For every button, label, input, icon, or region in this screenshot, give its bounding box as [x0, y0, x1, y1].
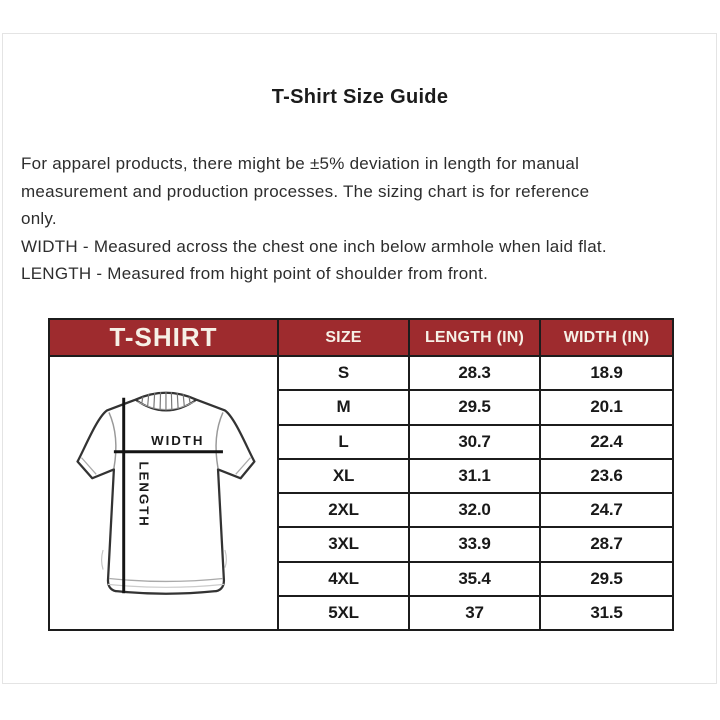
cell-width: 18.9 — [539, 354, 674, 392]
table-row: M 29.5 20.1 — [49, 389, 674, 426]
sleeve-hem-right — [235, 457, 251, 475]
tshirt-diagram-icon: WIDTH LENGTH — [76, 391, 256, 595]
table-row: 5XL 37 31.5 — [49, 594, 674, 632]
note-line: measurement and production processes. Th… — [21, 181, 590, 201]
sleeve-hem-left — [80, 457, 97, 475]
cell-length: 35.4 — [408, 560, 541, 597]
cell-size: XL — [277, 457, 410, 495]
note-line: LENGTH - Measured from hight point of sh… — [21, 264, 489, 283]
cell-width: 20.1 — [539, 389, 674, 426]
cell-width: 22.4 — [539, 423, 674, 460]
cell-size: L — [277, 423, 410, 460]
cell-size: 2XL — [277, 491, 410, 529]
cell-width: 24.7 — [539, 491, 674, 529]
column-header-size: SIZE — [277, 318, 410, 357]
sizing-notes: For apparel products, there might be ±5%… — [21, 150, 711, 288]
column-header-length: LENGTH (IN) — [408, 318, 541, 357]
table-row: XL 31.1 23.6 — [49, 457, 674, 495]
cell-length: 32.0 — [408, 491, 541, 529]
cell-length: 29.5 — [408, 389, 541, 426]
hem-stitch-lower — [107, 583, 224, 588]
cell-size: M — [277, 389, 410, 426]
note-line: WIDTH - Measured across the chest one in… — [21, 236, 607, 256]
cell-size: 4XL — [277, 560, 410, 597]
armhole-seam-right — [215, 412, 224, 469]
hem-stitch-upper — [108, 577, 224, 583]
size-chart-table: T-SHIRT SIZE LENGTH (IN) WIDTH (IN) — [48, 318, 674, 632]
collar-hatching — [141, 391, 191, 411]
wrinkle-left — [101, 549, 104, 570]
table-row: 2XL 32.0 24.7 — [49, 491, 674, 529]
cell-length: 28.3 — [408, 354, 541, 392]
note-line: For apparel products, there might be ±5%… — [21, 154, 580, 173]
page-title: T-Shirt Size Guide — [271, 86, 449, 108]
table-row: 3XL 33.9 28.7 — [49, 526, 674, 563]
cell-size: S — [277, 354, 410, 392]
cell-width: 31.5 — [539, 594, 674, 632]
armhole-seam-left — [108, 412, 117, 469]
tshirt-diagram-cell: WIDTH LENGTH — [48, 355, 279, 631]
cell-length: 33.9 — [408, 526, 541, 563]
tshirt-outline — [76, 391, 256, 595]
cell-length: 37 — [408, 594, 541, 632]
note-line: only. — [21, 209, 57, 228]
column-header-width: WIDTH (IN) — [539, 318, 674, 357]
cell-length: 31.1 — [408, 457, 541, 495]
cell-width: 23.6 — [539, 457, 674, 495]
cell-size: 3XL — [277, 526, 410, 563]
table-row: 4XL 35.4 29.5 — [49, 560, 674, 597]
cell-width: 28.7 — [539, 526, 674, 563]
wrinkle-right — [224, 549, 227, 568]
table-row: WIDTH LENGTH S 28.3 18.9 — [48, 354, 674, 631]
cell-length: 30.7 — [408, 423, 541, 460]
width-label: WIDTH — [151, 433, 204, 448]
product-header-cell: T-SHIRT — [48, 318, 279, 357]
cell-size: 5XL — [277, 594, 410, 632]
table-row: L 30.7 22.4 — [49, 423, 674, 460]
length-label: LENGTH — [136, 462, 151, 528]
cell-width: 29.5 — [539, 560, 674, 597]
table-header-row: T-SHIRT SIZE LENGTH (IN) WIDTH (IN) — [48, 318, 674, 357]
